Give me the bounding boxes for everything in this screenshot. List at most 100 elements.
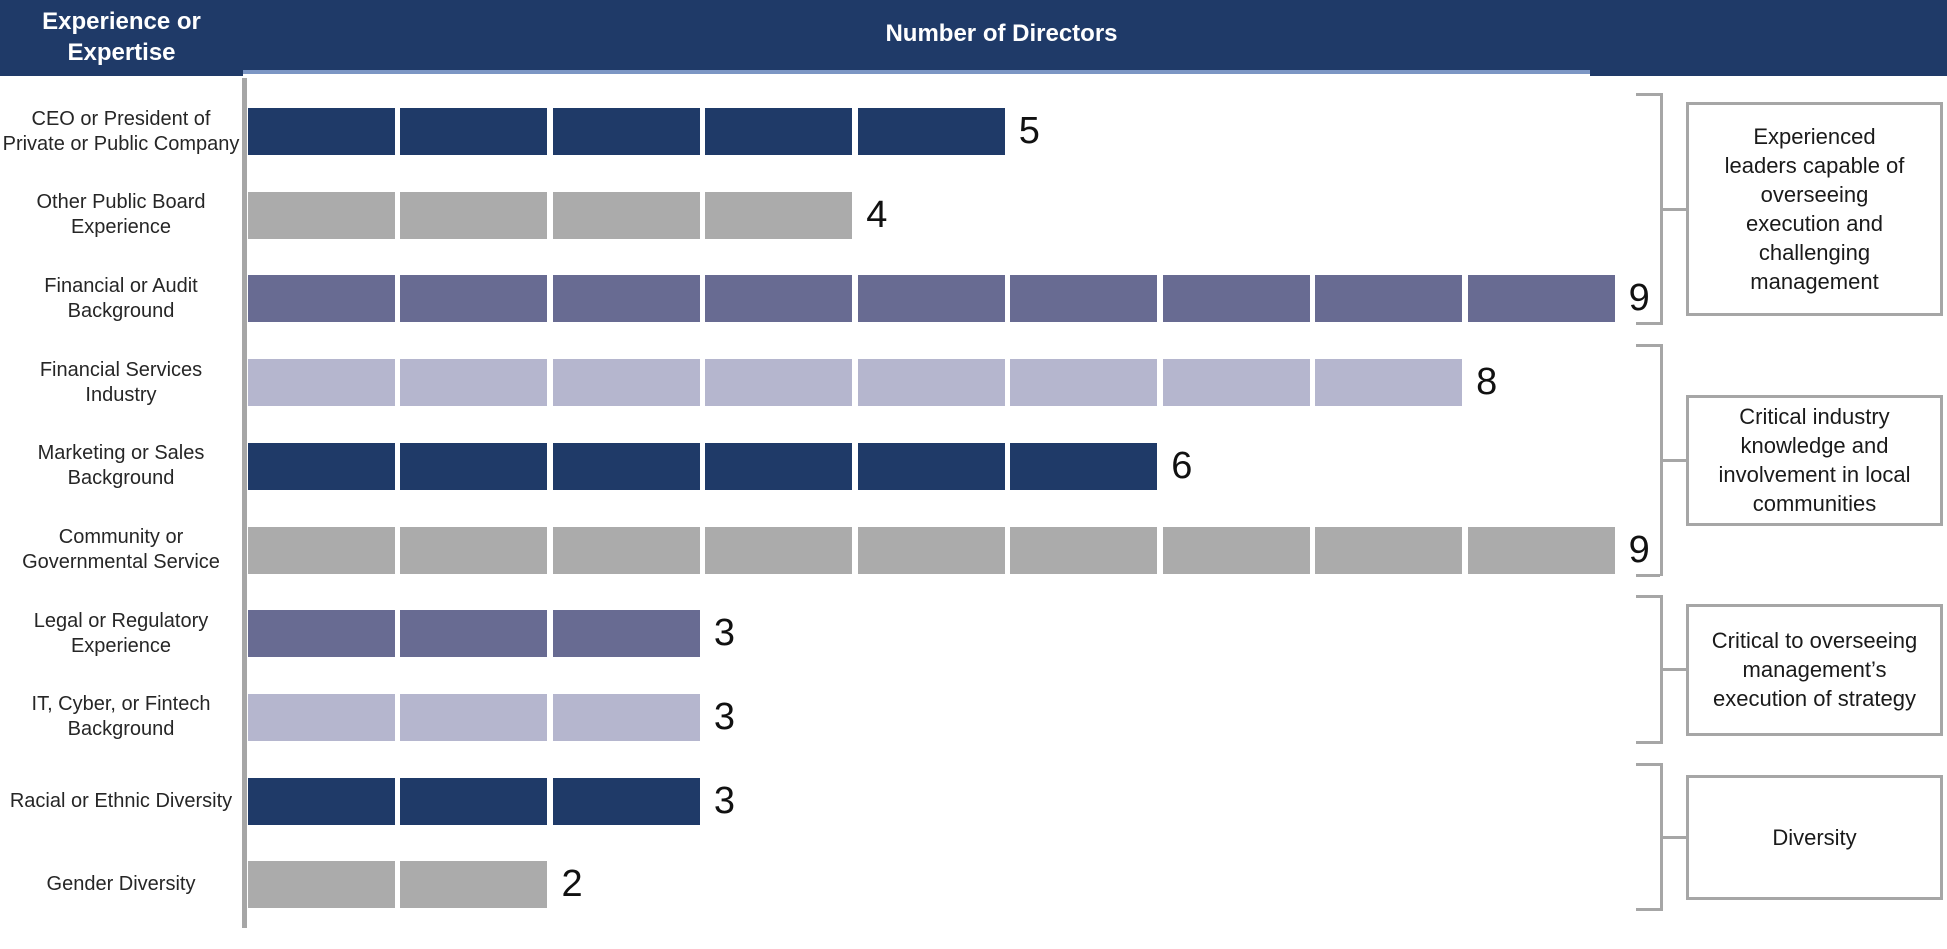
bar-value: 6 xyxy=(1171,444,1193,487)
group-bracket-middle-tick xyxy=(1663,668,1689,671)
bar-segment xyxy=(1467,275,1615,323)
bar-value: 2 xyxy=(561,863,583,906)
bar-segment xyxy=(1010,275,1158,323)
bar-segment xyxy=(1315,275,1463,323)
bar-segment xyxy=(857,359,1005,407)
bar-segment xyxy=(400,442,548,490)
bar-value: 3 xyxy=(713,779,736,822)
group-bracket-bottom-tick xyxy=(1636,740,1660,744)
header-right-cell xyxy=(1590,0,1947,76)
row-label: Marketing or Sales Background xyxy=(37,442,205,490)
bar-segment xyxy=(1010,526,1158,574)
bar-segment xyxy=(248,693,395,741)
bar-segment xyxy=(248,526,395,574)
header-title: Number of Directors xyxy=(885,20,1118,47)
group-annotation-box: Experienced leaders capable of overseein… xyxy=(1686,102,1943,317)
bar-segment xyxy=(552,108,700,155)
group-bracket-bottom-tick xyxy=(1636,322,1660,326)
group-bracket-top-tick xyxy=(1636,93,1660,96)
bar-segment xyxy=(552,526,700,574)
group-bracket xyxy=(1660,595,1663,744)
bar-segment xyxy=(1010,442,1158,490)
bar-segment xyxy=(400,777,548,825)
bar-segment xyxy=(400,526,548,574)
bar-segment xyxy=(400,861,548,909)
bar-segment xyxy=(705,191,853,239)
bar-segment xyxy=(248,275,395,323)
bar-segment xyxy=(705,108,853,155)
row-label: Other Public Board Experience xyxy=(36,191,206,239)
bar-segment xyxy=(857,442,1005,490)
group-bracket xyxy=(1660,93,1663,326)
group-bracket-bottom-tick xyxy=(1636,908,1660,912)
bar-segment xyxy=(705,275,853,323)
row-label: Racial or Ethnic Diversity xyxy=(9,789,233,812)
bar-segment xyxy=(400,693,548,741)
group-bracket-top-tick xyxy=(1636,595,1660,599)
bar-segment xyxy=(248,442,395,490)
bar-segment xyxy=(400,359,548,407)
group-bracket xyxy=(1660,344,1663,577)
bar-segment xyxy=(400,610,548,658)
bar-segment xyxy=(552,191,700,239)
bar-value: 9 xyxy=(1628,277,1650,320)
bar-segment xyxy=(248,777,395,825)
bar-segment xyxy=(705,359,853,407)
bar-segment xyxy=(248,359,395,407)
bar-segment xyxy=(552,610,700,658)
row-label: Legal or Regulatory Experience xyxy=(33,609,209,657)
bar-segment xyxy=(1162,359,1310,407)
bar-segment xyxy=(248,191,395,239)
bar-segment xyxy=(1010,359,1158,407)
group-annotation-box: Diversity xyxy=(1686,774,1943,900)
group-annotation-box: Critical industry knowledge and involvem… xyxy=(1686,394,1943,526)
group-annotation-box: Critical to overseeing management’s exec… xyxy=(1686,603,1943,736)
bar-segment xyxy=(552,693,700,741)
bar-segment xyxy=(248,108,395,155)
bar-value: 5 xyxy=(1018,110,1040,152)
bar-segment xyxy=(552,275,700,323)
bar-value: 9 xyxy=(1628,528,1650,571)
bar-segment xyxy=(705,526,853,574)
bar-segment xyxy=(1315,526,1463,574)
bar-segment xyxy=(857,275,1005,323)
row-label: CEO or President of Private or Public Co… xyxy=(2,107,240,155)
row-label: Financial Services Industry xyxy=(39,358,203,406)
row-label: Financial or Audit Background xyxy=(44,274,198,322)
bar-segment xyxy=(400,275,548,323)
row-label: Gender Diversity xyxy=(46,873,196,896)
bar-segment xyxy=(1162,275,1310,323)
bar-segment xyxy=(857,108,1005,155)
bar-segment xyxy=(1315,359,1463,407)
bar-segment xyxy=(400,108,548,155)
group-bracket-top-tick xyxy=(1636,762,1660,766)
bar-segment xyxy=(248,861,395,909)
group-bracket-top-tick xyxy=(1636,344,1660,348)
bar-value: 3 xyxy=(713,695,736,738)
group-bracket-middle-tick xyxy=(1663,835,1689,839)
header-left-cell xyxy=(0,0,243,76)
bar-segment xyxy=(552,442,700,490)
header-left-title: Experience or Expertise xyxy=(42,8,201,66)
group-bracket-bottom-tick xyxy=(1636,573,1660,577)
bar-segment xyxy=(705,442,853,490)
group-bracket-middle-tick xyxy=(1663,207,1689,211)
bar-value: 8 xyxy=(1476,361,1498,404)
y-axis-line xyxy=(242,78,247,928)
group-bracket-middle-tick xyxy=(1663,458,1689,462)
bar-segment xyxy=(248,610,395,658)
header-underline xyxy=(243,70,1590,74)
bar-segment xyxy=(857,526,1005,574)
header-middle-cell xyxy=(243,0,1590,70)
bar-segment xyxy=(400,191,548,239)
group-bracket xyxy=(1660,762,1663,912)
bar-segment xyxy=(1467,526,1615,574)
bar-value: 3 xyxy=(713,612,736,655)
row-label: IT, Cyber, or Fintech Background xyxy=(31,693,211,741)
bar-segment xyxy=(552,777,700,825)
bar-value: 4 xyxy=(866,193,888,236)
bar-segment xyxy=(1162,526,1310,574)
bar-segment xyxy=(552,359,700,407)
row-label: Community or Governmental Service xyxy=(22,526,220,573)
